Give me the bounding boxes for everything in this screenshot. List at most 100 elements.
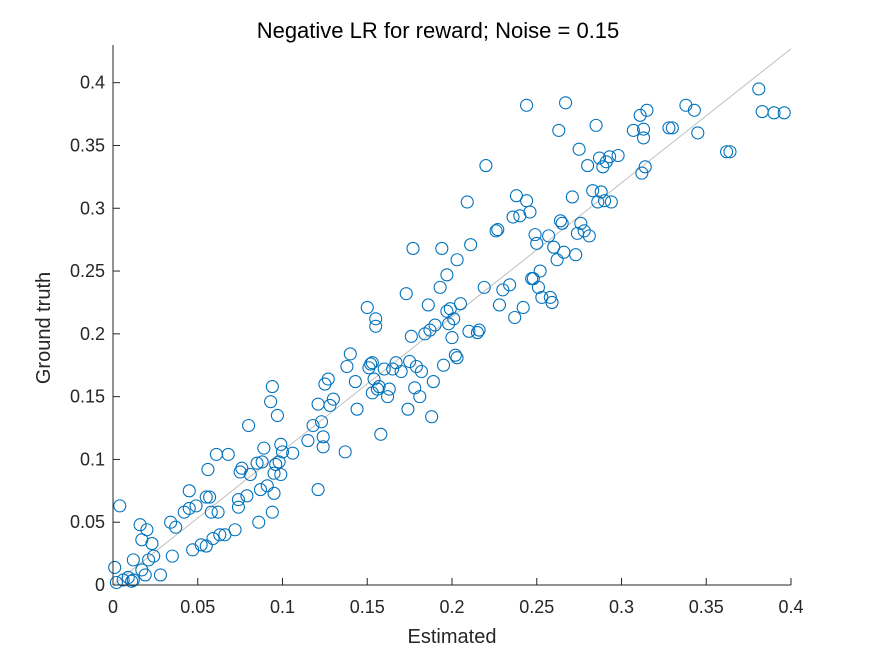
data-point [209,447,223,461]
data-point [372,380,386,394]
data-point [428,318,442,332]
data-point [520,194,534,208]
data-point [582,229,596,243]
data-point [447,312,461,326]
data-point [720,145,734,159]
data-point [264,395,278,409]
data-point [253,483,268,497]
data-point [565,190,579,204]
data-point [109,575,123,590]
data-point [242,418,256,433]
data-point [777,106,791,120]
x-tick-label: 0.15 [350,597,385,617]
data-point [638,160,652,174]
data-point [552,123,566,137]
data-point [221,447,235,461]
data-point [591,195,605,209]
data-point [348,375,362,389]
data-point [240,489,254,503]
data-point [662,121,676,135]
data-point [533,264,547,278]
data-point [611,148,625,163]
data-point [169,520,183,534]
y-tick-label: 0.2 [80,324,105,344]
data-point [453,297,468,311]
data-point [543,290,557,304]
data-point [755,105,769,119]
data-point [326,392,340,406]
data-point [523,205,537,219]
data-point [374,427,388,441]
data-point [350,402,364,416]
data-point [260,479,274,493]
data-point [545,295,559,309]
data-point [286,446,300,460]
data-point [138,568,152,582]
data-point [369,319,383,333]
data-point [414,364,429,379]
data-point [462,324,476,338]
data-point [550,253,564,267]
data-point [257,441,271,455]
data-point [235,461,249,475]
data-point [360,300,374,315]
data-point [569,248,583,262]
data-point [436,358,451,372]
data-point [274,437,288,451]
data-point [557,245,571,259]
data-point [272,455,286,469]
data-point [508,310,522,325]
data-point [555,216,569,230]
data-point [577,224,591,238]
y-axis-ticks: 0 0.05 0.1 0.15 0.2 0.25 0.3 0.35 0.4 [70,73,120,595]
y-tick-label: 0.25 [70,261,105,281]
data-point [265,505,279,519]
x-tick-label: 0.05 [180,597,215,617]
data-point [464,238,478,252]
data-point [767,106,781,120]
data-point [635,166,649,180]
data-point [408,381,422,395]
data-point [164,515,178,529]
y-tick-label: 0.15 [70,387,105,407]
data-point [604,195,618,209]
data-point [421,298,435,312]
data-point [182,501,196,515]
data-point [204,505,218,519]
data-point [506,210,520,224]
data-point [140,523,154,537]
data-point [586,184,600,198]
data-point [314,415,329,429]
y-tick-label: 0 [95,575,105,595]
chart-title: Negative LR for reward; Noise = 0.15 [257,18,620,43]
data-point [450,253,464,267]
data-point [133,518,147,532]
data-point [194,538,208,552]
data-point [231,493,245,507]
data-point [603,150,617,164]
data-point [409,359,423,374]
identity-reference-line [112,48,792,586]
data-point [125,574,139,588]
data-point [381,390,395,404]
data-point [267,466,281,480]
data-point [338,445,352,459]
data-point [250,456,264,470]
data-point [489,224,503,238]
data-point [364,357,378,371]
data-point [516,300,530,315]
data-point [340,359,354,374]
data-point [520,98,534,112]
data-point [530,236,544,250]
data-point [321,372,335,386]
y-tick-label: 0.35 [70,135,105,155]
data-point [442,317,456,331]
data-point [572,142,586,156]
data-point [255,455,269,469]
data-point [460,195,474,209]
y-tick-label: 0.3 [80,198,105,218]
data-point [594,185,608,199]
data-point [492,298,507,312]
data-point [679,98,693,112]
